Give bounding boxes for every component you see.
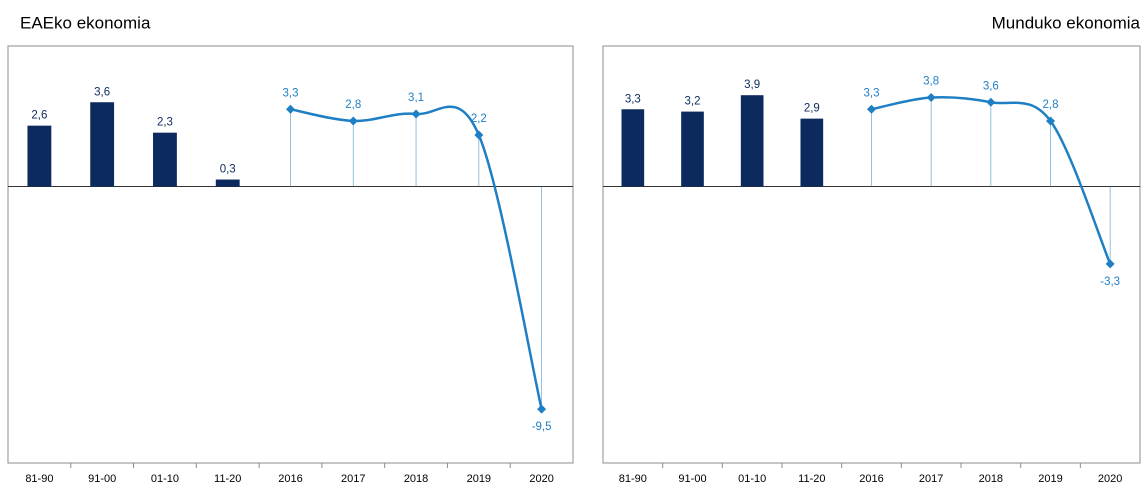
bar [215,179,240,187]
bar [800,118,824,187]
chart-title: Munduko ekonomia [992,13,1141,32]
line-marker [474,130,484,140]
x-tick-label: 91-00 [88,473,116,485]
line-marker [926,93,936,103]
plot-frame [602,45,1141,464]
line-marker [1105,259,1115,269]
line-marker [537,404,547,414]
line-marker [1046,116,1055,126]
bar [621,109,645,187]
line [871,95,1112,265]
x-tick-label: 2016 [278,473,302,485]
value-label: 2,2 [471,113,487,125]
x-tick-label: 2017 [341,473,365,485]
value-label: 3,2 [685,96,701,108]
x-tick-label: 11-20 [214,473,241,485]
value-label: 2,6 [31,110,47,122]
x-tick-label: 91-00 [678,473,706,485]
x-tick-label: 81-90 [25,473,53,485]
value-label: 3,8 [923,76,939,88]
bar [27,125,52,187]
chart-title: EAEko ekonomia [20,13,151,32]
value-label: 3,1 [408,92,424,104]
value-label: -3,3 [1100,276,1120,288]
line [290,105,543,410]
value-label: 3,3 [283,87,299,99]
value-label: 2,3 [157,117,173,129]
value-label: 2,9 [804,103,820,115]
bar [153,132,177,187]
x-tick-label: 2016 [859,473,883,485]
bar [90,102,115,187]
x-tick-label: 01-10 [738,473,766,485]
x-tick-label: 2020 [1098,473,1122,485]
x-tick-label: 2019 [467,473,491,485]
line-marker [348,116,358,126]
x-tick-label: 2017 [919,473,943,485]
line-marker [986,97,996,107]
line-marker [411,109,421,119]
value-label: 2,8 [1043,99,1059,111]
x-tick-label: 01-10 [151,473,179,485]
bar [681,111,704,187]
plot-frame [7,45,574,464]
bar [740,95,764,187]
chart: EAEko ekonomia 81-90 91-00 01-10 11-20 2016 20… [7,13,574,485]
value-label: 3,3 [625,93,641,105]
x-tick-label: 2018 [404,473,428,485]
x-tick-label: 2020 [529,473,553,485]
line-marker [867,104,876,114]
value-label: 0,3 [220,164,236,176]
value-label: -9,5 [532,421,552,433]
x-tick-label: 2018 [979,473,1003,485]
value-label: 2,8 [345,99,361,111]
value-label: 3,3 [864,87,880,99]
x-tick-label: 2019 [1038,473,1062,485]
value-label: 3,6 [94,86,110,98]
x-tick-label: 11-20 [798,473,825,485]
chart: Munduko ekonomia 81-90 91-00 01-10 11-20 2016… [602,13,1141,485]
value-label: 3,6 [983,80,999,92]
line-marker [286,104,295,114]
x-tick-label: 81-90 [619,473,647,485]
value-label: 3,9 [744,79,760,91]
